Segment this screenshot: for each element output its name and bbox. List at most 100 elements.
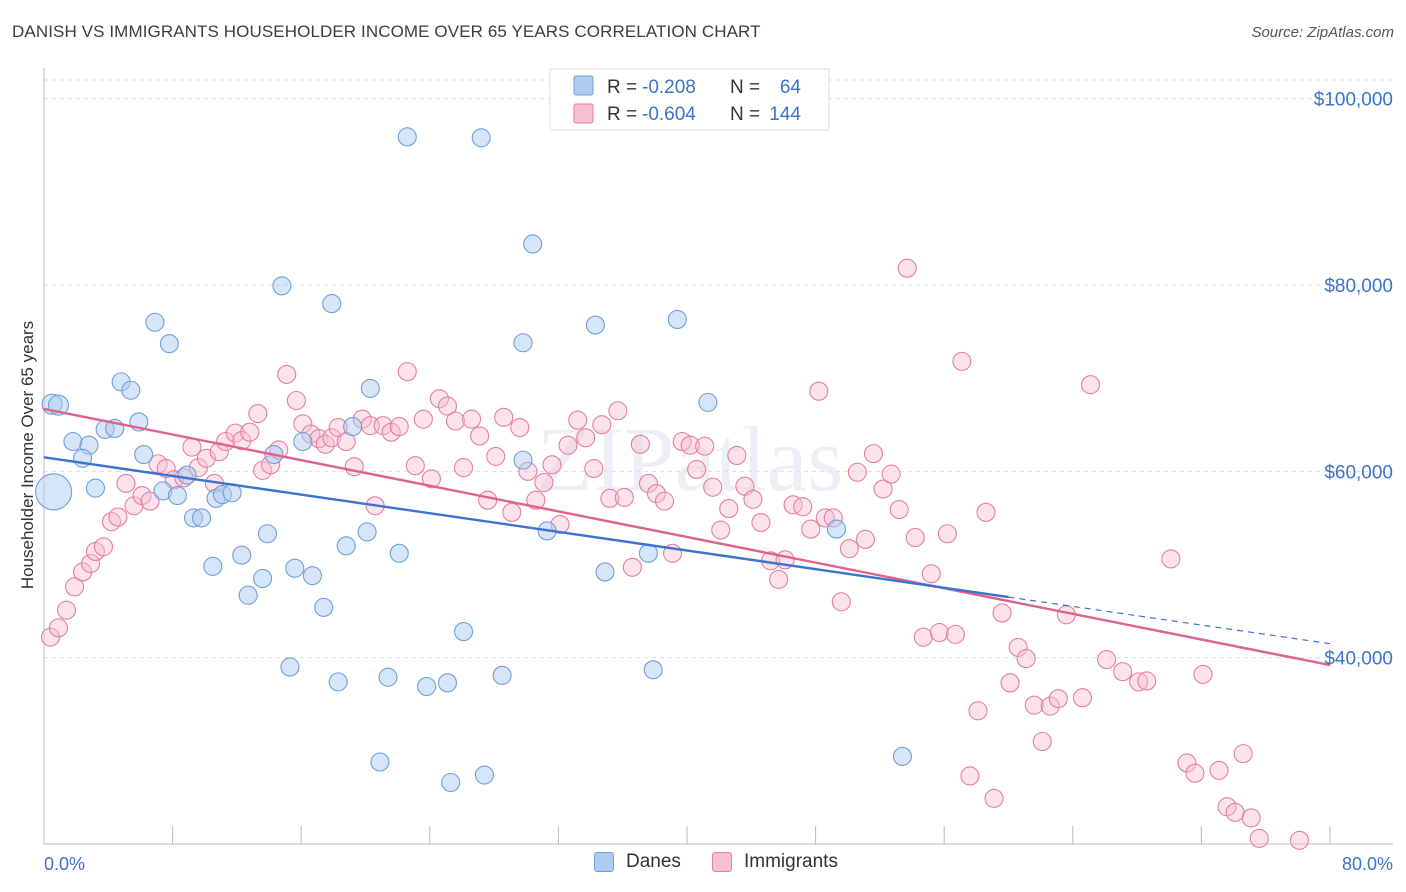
immigrants-point — [277, 364, 297, 384]
immigrants-point — [116, 473, 136, 493]
y-tick-label: $80,000 — [1324, 276, 1393, 297]
immigrants-point — [751, 513, 771, 533]
danes-point — [513, 333, 533, 353]
immigrants-point — [881, 464, 901, 484]
immigrants-point — [478, 490, 498, 510]
immigrants-point — [687, 459, 707, 480]
danes-point — [257, 524, 277, 544]
immigrants-point — [108, 507, 128, 527]
correlation-legend: R = -0.208 N = 64 R = -0.604 N = 144 — [549, 68, 830, 131]
immigrants-point — [984, 788, 1004, 808]
danes-point — [253, 568, 273, 589]
immigrants-point — [793, 497, 813, 517]
immigrants-point — [1289, 830, 1310, 850]
danes-point — [285, 558, 305, 578]
danes-point — [378, 667, 398, 687]
immigrants-point — [743, 489, 763, 509]
danes-point — [238, 585, 258, 605]
immigrants-point — [1032, 731, 1052, 752]
immigrants-point — [937, 524, 957, 544]
immigrants-point — [622, 557, 642, 577]
immigrants-point — [695, 436, 715, 456]
immigrants-point — [1024, 695, 1044, 715]
legend-item-immigrants[interactable]: Immigrants — [712, 851, 838, 873]
immigrants-point — [240, 422, 260, 442]
danes-point — [272, 276, 292, 296]
danes-point — [343, 417, 363, 437]
immigrants-point — [568, 410, 588, 430]
immigrants-point — [1161, 549, 1181, 569]
danes-point — [121, 380, 141, 400]
immigrants-point — [413, 409, 433, 429]
immigrants-point — [421, 469, 441, 489]
danes-point — [314, 597, 334, 617]
immigrants-point — [1193, 664, 1213, 684]
immigrants-point — [897, 258, 917, 278]
danes-point — [471, 128, 491, 148]
danes-point — [85, 478, 105, 498]
immigrants-point — [801, 519, 821, 539]
legend-immigrants-r-value: -0.604 — [642, 104, 696, 125]
immigrants-point — [1040, 696, 1060, 716]
immigrants-point — [711, 520, 731, 540]
immigrants-point — [232, 431, 252, 451]
immigrants-point — [510, 417, 530, 438]
immigrants-point — [494, 407, 514, 427]
immigrants-point — [680, 435, 700, 455]
legend-danes-r-label: R = — [607, 77, 637, 98]
danes-point — [336, 536, 356, 556]
danes-point — [134, 444, 154, 465]
axes — [43, 68, 1393, 845]
chart-title: DANISH VS IMMIGRANTS HOUSEHOLDER INCOME … — [12, 22, 761, 41]
immigrants-point — [809, 381, 829, 401]
immigrants-point — [703, 477, 723, 497]
immigrants-point — [921, 564, 941, 584]
immigrants-point — [614, 487, 634, 507]
danes-point — [293, 431, 313, 452]
immigrants-point — [608, 401, 628, 421]
danes-point — [643, 660, 663, 680]
immigrants-point — [454, 458, 474, 478]
immigrants-swatch — [712, 852, 732, 872]
danes-point — [667, 309, 687, 329]
immigrants-point — [913, 627, 933, 647]
immigrants-point — [960, 766, 980, 786]
danes-point — [441, 772, 461, 793]
trend-lines — [43, 407, 1331, 667]
immigrants-point — [73, 562, 93, 582]
immigrants-point — [952, 351, 972, 371]
legend-item-danes[interactable]: Danes — [594, 851, 681, 873]
series-legend: Danes Immigrants — [0, 851, 1406, 879]
immigrants-point — [486, 446, 506, 466]
danes-point — [232, 545, 252, 565]
watermark: ZIPatlas — [537, 408, 844, 510]
immigrants-point — [719, 499, 739, 519]
legend-immigrants-n-label: N = — [730, 104, 760, 125]
immigrants-point — [397, 362, 417, 382]
legend-label-danes: Danes — [626, 851, 681, 872]
immigrants-point — [445, 411, 466, 431]
immigrants-point — [156, 458, 176, 479]
danes-point — [437, 673, 458, 693]
immigrants-point — [1137, 671, 1157, 691]
legend-immigrants-swatch — [573, 103, 594, 124]
immigrants-point — [1000, 673, 1020, 693]
danes-point — [417, 676, 437, 697]
immigrants-point — [534, 472, 554, 493]
immigrants-point — [373, 416, 393, 436]
immigrants-point — [576, 428, 596, 448]
immigrants-point — [769, 569, 789, 589]
danes-point — [523, 234, 543, 254]
immigrants-point — [839, 539, 859, 559]
immigrants-point — [863, 444, 884, 464]
immigrants-point — [1097, 649, 1117, 670]
immigrants-point — [1048, 689, 1068, 709]
x-tick-label-min: 0.0% — [44, 854, 85, 874]
immigrants-point — [630, 434, 650, 454]
immigrants-point — [429, 389, 449, 409]
immigrants-point — [831, 592, 851, 612]
danes-point — [145, 312, 165, 332]
immigrants-point — [1072, 688, 1092, 708]
legend-danes-n-value: 64 — [780, 77, 802, 98]
